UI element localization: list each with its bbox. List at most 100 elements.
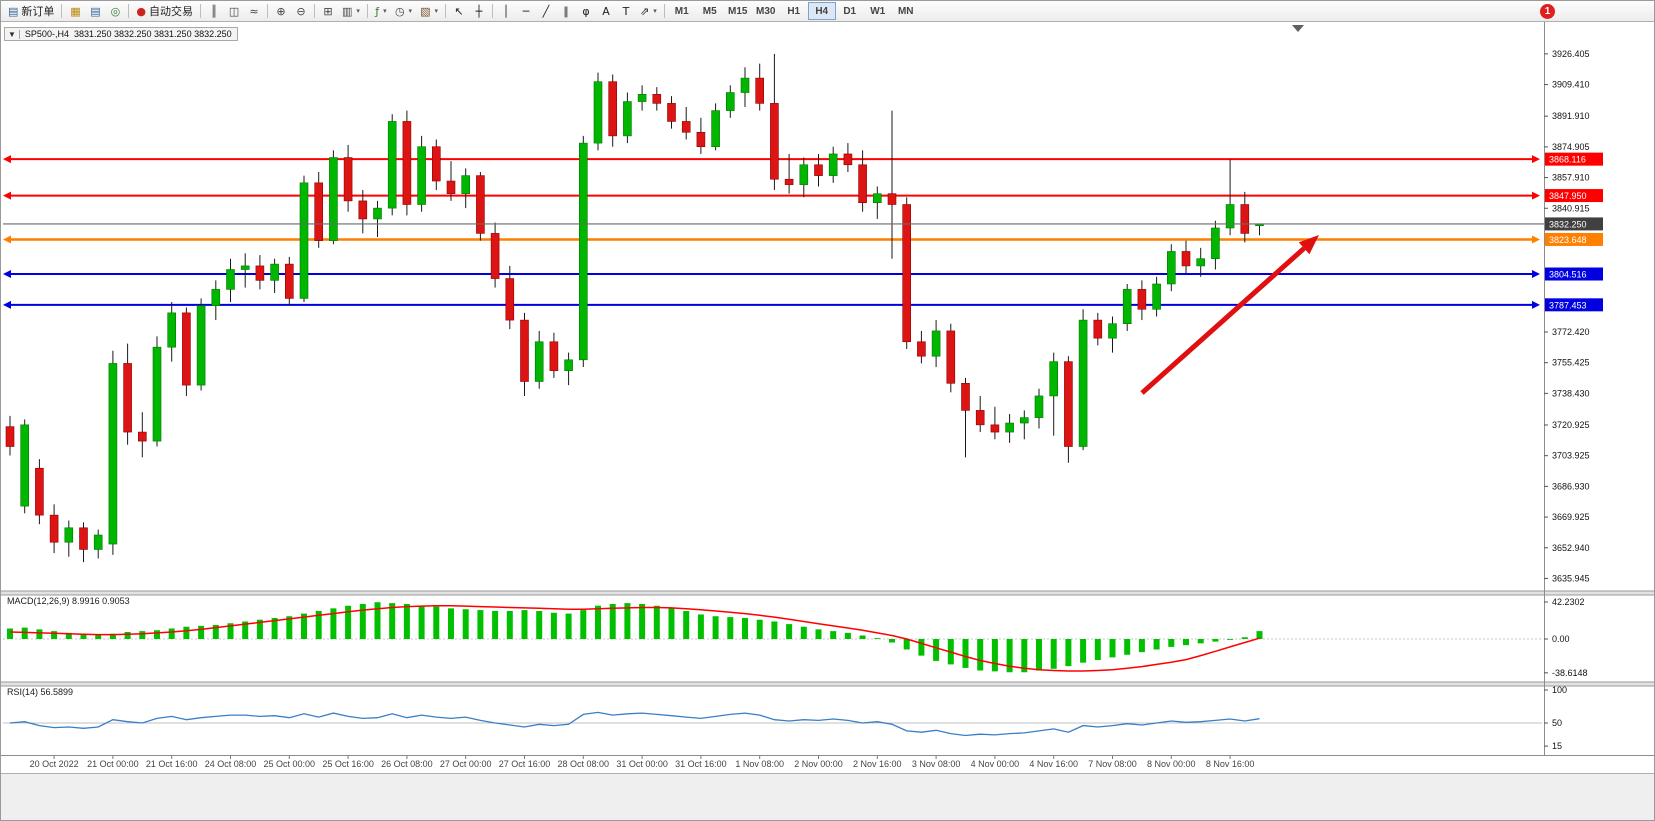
chart-list-button[interactable]: ▥ ▾ — [338, 2, 364, 20]
dropdown-caret-icon: ▾ — [653, 8, 657, 15]
data-window-button[interactable]: ▤ — [85, 2, 105, 20]
new-order-label: 新订单 — [21, 6, 55, 18]
new-order-button[interactable]: ▤ 新订单 — [4, 2, 58, 20]
time-axis-label: 24 Oct 08:00 — [205, 759, 257, 769]
trend-arrow-annotation[interactable] — [1140, 235, 1319, 395]
bull-candle-body — [20, 424, 30, 507]
dropdown-caret-icon: ▾ — [408, 8, 413, 15]
zoom-out-icon: ⊖ — [296, 4, 306, 18]
bear-candle-body — [902, 204, 912, 343]
price-level-badge — [1545, 267, 1603, 281]
chart-shift-marker-icon[interactable] — [1292, 25, 1304, 32]
bull-candle-body — [270, 263, 279, 281]
dropdown-caret-icon: ▾ — [434, 8, 438, 15]
crosshair-button[interactable]: ┼ — [469, 2, 489, 20]
price-level-badge-label: 3847.950 — [1549, 191, 1587, 201]
bear-candle-body — [358, 200, 368, 220]
timeframe-w1[interactable]: W1 — [864, 2, 892, 20]
one-click-trading-toggle-icon[interactable]: ▼ — [5, 29, 20, 39]
market-watch-icon: ▦ — [70, 4, 81, 18]
bear-candle-body — [5, 426, 15, 447]
bear-candle-body — [770, 103, 779, 180]
line-chart-button[interactable]: ≈ — [244, 2, 264, 20]
price-level-badge — [1545, 189, 1603, 203]
zoom-in-icon: ⊕ — [276, 4, 286, 18]
arrows-button[interactable]: ⇗ ▾ — [636, 2, 661, 20]
line-start-arrow-icon — [3, 300, 11, 309]
bear-candle-body — [858, 164, 867, 204]
timeframe-mn[interactable]: MN — [892, 2, 920, 20]
time-axis-label: 1 Nov 08:00 — [735, 759, 784, 769]
toolbar-separator — [444, 4, 446, 18]
time-axis-label: 21 Oct 00:00 — [87, 759, 139, 769]
bull-candle-body — [152, 346, 162, 442]
toolbar-separator — [366, 4, 368, 18]
timeframe-h1[interactable]: H1 — [780, 2, 808, 20]
time-axis-label: 20 Oct 2022 — [30, 759, 79, 769]
timeframe-group: M1 M5 M15 M30 H1 H4 D1 W1 MN — [668, 2, 920, 20]
bull-candle-body — [1167, 251, 1176, 285]
notification-badge[interactable]: 1 — [1540, 3, 1555, 19]
market-watch-button[interactable]: ▦ — [65, 2, 85, 20]
bull-candle-body — [1152, 283, 1161, 310]
line-end-arrow-icon — [1532, 155, 1540, 164]
timeframe-h4[interactable]: H4 — [807, 2, 836, 20]
panel-splitter[interactable] — [1, 591, 1655, 595]
vertical-line-button[interactable]: │ — [496, 2, 516, 20]
macd-axis-label: 0.00 — [1552, 634, 1570, 644]
rsi-axis-label: 15 — [1552, 741, 1562, 751]
timeframe-m15[interactable]: M15 — [724, 2, 752, 20]
timeframe-m1[interactable]: M1 — [668, 2, 696, 20]
panel-splitter[interactable] — [1, 682, 1655, 686]
bar-chart-button[interactable]: ║ — [204, 2, 224, 20]
bear-candle-body — [505, 278, 515, 321]
zoom-in-button[interactable]: ⊕ — [271, 2, 291, 20]
autotrade-button[interactable]: ● 自动交易 — [132, 2, 197, 20]
timeframe-d1[interactable]: D1 — [836, 2, 864, 20]
arrow-head-icon — [1298, 235, 1319, 255]
price-level-badge-label: 3804.516 — [1549, 270, 1587, 280]
toolbar: ▤ 新订单 ▦ ▤ ◎ ● 自动交易 ║ ◫ ≈ ⊕ ⊖ ⊞ ▥ ▾ ƒ ▾ ◷ ▾ ▧ ▾ ↖ ┼ │ ─ ╱ ∥ φ A T ⇗ ▾ … — [1, 1, 1654, 22]
line-start-arrow-icon — [3, 235, 11, 244]
bull-candle-body — [93, 534, 103, 550]
dropdown-caret-icon: ▾ — [383, 8, 387, 15]
cursor-button[interactable]: ↖ — [449, 2, 469, 20]
price-level-badge — [1545, 298, 1603, 312]
price-level-badge — [1545, 217, 1603, 231]
bear-candle-body — [1093, 319, 1103, 339]
bear-candle-body — [990, 424, 1000, 433]
cursor-icon: ↖ — [454, 4, 464, 18]
bull-candle-body — [1005, 422, 1014, 433]
autotrade-label: 自动交易 — [149, 6, 194, 18]
rsi-line — [9, 711, 1260, 737]
bear-candle-body — [1240, 204, 1250, 234]
bull-candle-body — [64, 527, 74, 543]
time-axis-label: 25 Oct 00:00 — [264, 759, 316, 769]
indicators-button[interactable]: ƒ ▾ — [371, 2, 391, 20]
arrows-icon: ⇗ — [639, 4, 650, 18]
chart-background[interactable] — [1, 22, 1655, 773]
trendline-button[interactable]: ╱ — [536, 2, 556, 20]
bear-candle-body — [696, 131, 706, 148]
tile-windows-button[interactable]: ⊞ — [318, 2, 338, 20]
chart-title-strip: ▼ SP500-,H4 3831.250 3832.250 3831.250 3… — [4, 27, 238, 41]
label-button[interactable]: T — [616, 2, 636, 20]
bull-candle-body — [740, 77, 750, 93]
candlestick-chart-button[interactable]: ◫ — [224, 2, 244, 20]
zoom-out-button[interactable]: ⊖ — [291, 2, 311, 20]
text-button[interactable]: A — [596, 2, 616, 20]
navigator-button[interactable]: ◎ — [105, 2, 125, 20]
horizontal-line-button[interactable]: ─ — [516, 2, 536, 20]
price-level-badge-label: 3868.116 — [1549, 155, 1586, 165]
timeframe-m5[interactable]: M5 — [696, 2, 724, 20]
bull-candle-body — [211, 289, 221, 306]
fibonacci-button[interactable]: φ — [576, 2, 596, 20]
templates-button[interactable]: ▧ ▾ — [416, 2, 442, 20]
timeframe-m30[interactable]: M30 — [752, 2, 780, 20]
bull-candle-body — [1108, 323, 1117, 339]
periods-button[interactable]: ◷ ▾ — [391, 2, 416, 20]
bear-candle-body — [520, 319, 529, 382]
channel-button[interactable]: ∥ — [556, 2, 576, 20]
bull-candle-body — [387, 121, 397, 209]
